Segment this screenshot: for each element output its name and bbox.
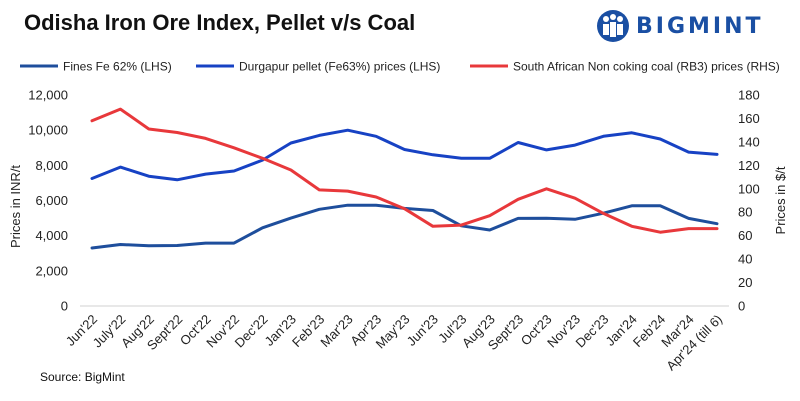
y-axis-right: 0 20 40 60 80 100 120 140 160 180 Prices in $/t <box>738 88 788 314</box>
legend-label-1: Fines Fe 62% (LHS) <box>63 60 172 74</box>
y-left-tick-label: 2,000 <box>35 263 68 278</box>
y-right-tick-label: 60 <box>738 228 752 243</box>
legend-label-3: South African Non coking coal (RB3) pric… <box>513 60 780 74</box>
series-line-2 <box>90 128 719 182</box>
y-left-tick-label: 12,000 <box>28 88 68 103</box>
chart-legend: Fines Fe 62% (LHS) Durgapur pellet (Fe63%… <box>20 60 780 74</box>
y-right-tick-label: 180 <box>738 88 760 103</box>
x-axis: Jun'22July'22Aug'22Sept'22Oct'22Nov'22De… <box>63 305 729 373</box>
series-layer <box>90 107 719 250</box>
source-note: Source: BigMint <box>40 370 125 384</box>
y-right-tick-label: 100 <box>738 181 760 196</box>
series-line-1 <box>90 203 719 250</box>
y-right-tick-label: 40 <box>738 252 752 267</box>
brand-logo: BIGMINT <box>596 6 764 46</box>
chart-title: Odisha Iron Ore Index, Pellet v/s Coal <box>24 10 416 35</box>
y-left-axis-label: Prices in INR/t <box>8 165 23 248</box>
y-right-axis-label: Prices in $/t <box>773 166 788 234</box>
brand-name: BIGMINT <box>636 13 764 39</box>
x-tick-label: Jun'23 <box>404 312 441 349</box>
y-left-tick-label: 4,000 <box>35 228 68 243</box>
y-right-tick-label: 140 <box>738 134 760 149</box>
bigmint-people-logo-icon <box>597 10 629 42</box>
y-right-tick-label: 160 <box>738 111 760 126</box>
y-left-tick-label: 8,000 <box>35 158 68 173</box>
y-axis-left: 0 2,000 4,000 6,000 8,000 10,000 12,000 Prices … <box>8 88 68 314</box>
x-tick-label: Mar'23 <box>317 312 355 350</box>
legend-label-2: Durgapur pellet (Fe63%) prices (LHS) <box>239 60 440 74</box>
y-right-tick-label: 20 <box>738 275 752 290</box>
y-right-tick-label: 80 <box>738 205 752 220</box>
y-right-tick-label: 120 <box>738 158 760 173</box>
y-left-tick-label: 10,000 <box>28 123 68 138</box>
y-left-tick-label: 6,000 <box>35 193 68 208</box>
y-right-tick-label: 0 <box>738 299 745 314</box>
x-tick-label: Dec'22 <box>232 312 271 351</box>
y-left-tick-label: 0 <box>61 299 68 314</box>
x-tick-label: Dec'23 <box>573 312 612 351</box>
series-line-3 <box>90 107 719 234</box>
